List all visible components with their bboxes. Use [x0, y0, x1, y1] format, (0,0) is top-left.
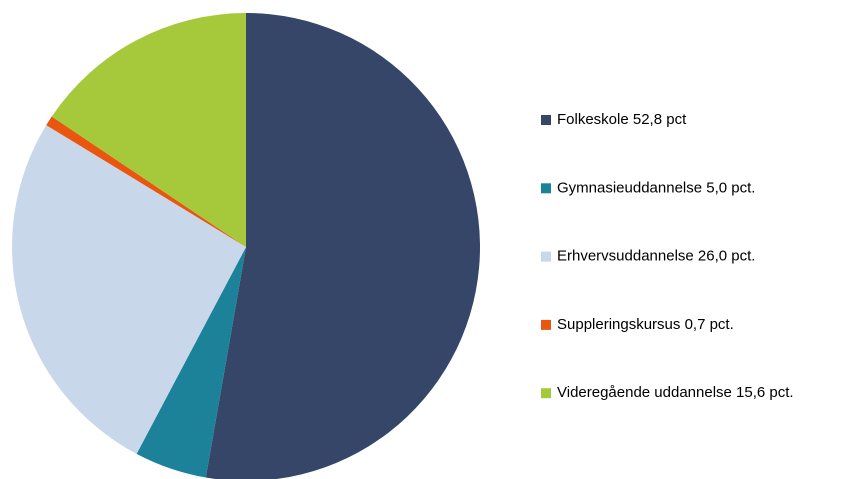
- legend-swatch: [541, 251, 551, 262]
- legend-swatch: [541, 388, 551, 399]
- legend-swatch: [541, 183, 551, 194]
- legend-swatch: [541, 115, 551, 125]
- legend-label: Suppleringskursus 0,7 pct.: [557, 316, 734, 333]
- pie-slice: [136, 247, 246, 478]
- legend-label: Folkeskole 52,8 pct: [557, 111, 687, 128]
- pie-slice: [11, 125, 246, 454]
- pie-slice: [51, 13, 246, 247]
- legend-label: Videregående uddannelse 15,6 pct.: [557, 384, 794, 401]
- pie-slice: [46, 116, 247, 247]
- legend-swatch: [541, 319, 551, 330]
- pie-slice: [205, 13, 480, 479]
- legend-label: Erhvervsuddannelse 26,0 pct.: [557, 248, 755, 265]
- legend-label: Gymnasieuddannelse 5,0 pct.: [557, 179, 755, 196]
